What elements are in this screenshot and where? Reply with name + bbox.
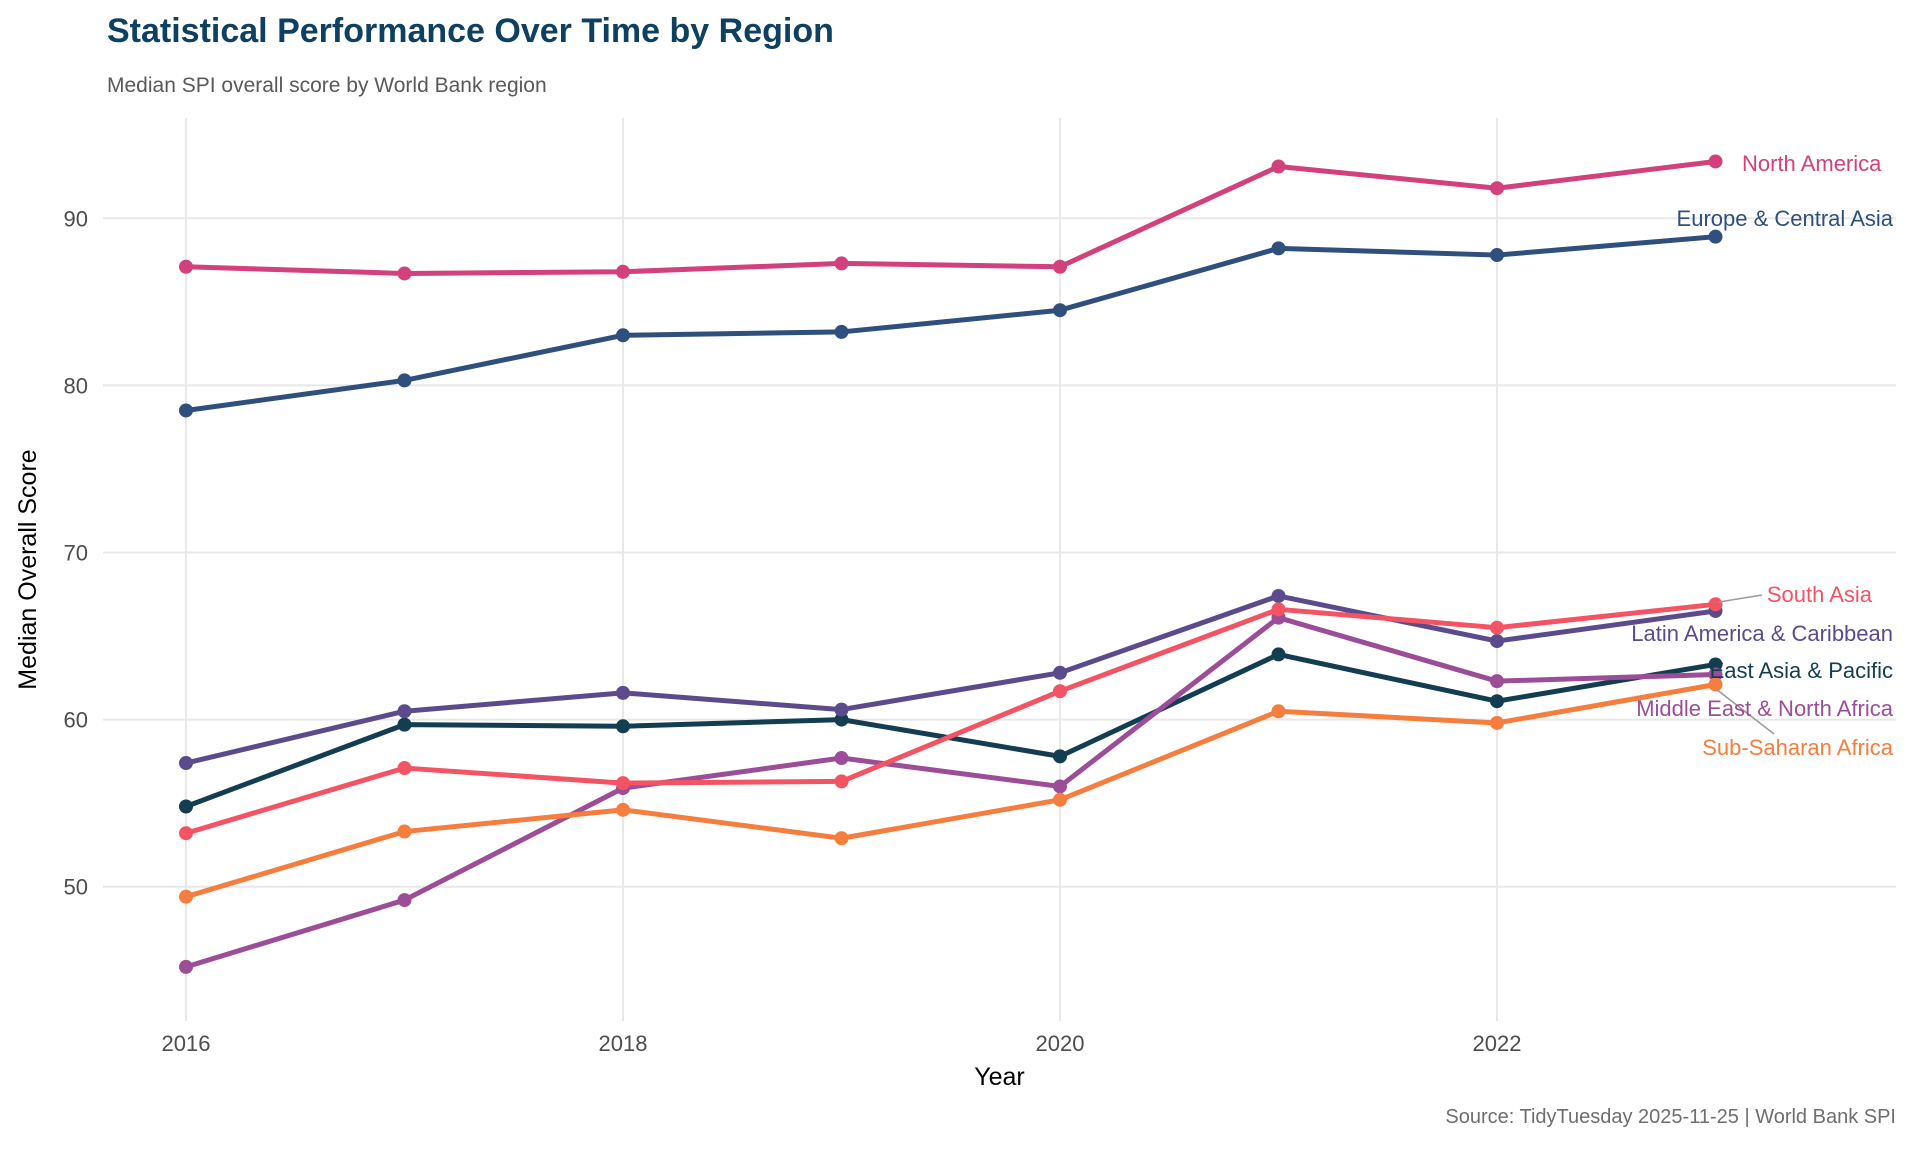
point-latin-america-caribbean-2019 <box>834 702 849 717</box>
point-sub-saharan-africa-2023 <box>1708 677 1723 692</box>
y-tick-label-70: 70 <box>64 541 88 566</box>
point-europe-central-asia-2023 <box>1708 229 1723 244</box>
point-north-america-2021 <box>1271 159 1286 174</box>
leader-line-sub-saharan-africa <box>1715 688 1775 735</box>
series-label-east-asia-pacific: East Asia & Pacific <box>1710 658 1893 683</box>
point-north-america-2019 <box>834 256 849 271</box>
point-latin-america-caribbean-2022 <box>1490 634 1504 649</box>
point-sub-saharan-africa-2022 <box>1490 715 1504 730</box>
point-middle-east-north-africa-2023 <box>1708 667 1723 682</box>
y-axis-title: Median Overall Score <box>14 449 42 689</box>
point-sub-saharan-africa-2021 <box>1271 704 1286 719</box>
line-latin-america-caribbean <box>183 593 1718 766</box>
point-sub-saharan-africa-2019 <box>834 831 849 846</box>
point-middle-east-north-africa-2022 <box>1490 674 1504 689</box>
point-east-asia-pacific-2019 <box>834 712 849 727</box>
point-south-asia-2023 <box>1708 597 1723 612</box>
point-latin-america-caribbean-2016 <box>179 756 193 771</box>
point-latin-america-caribbean-2017 <box>397 704 412 719</box>
point-north-america-2017 <box>397 266 412 281</box>
x-tick-label-2020: 2020 <box>1036 1031 1085 1056</box>
line-europe-central-asia <box>183 234 1718 413</box>
chart-subtitle: Median SPI overall score by World Bank r… <box>107 74 547 97</box>
point-middle-east-north-africa-2017 <box>397 893 412 908</box>
point-south-asia-2022 <box>1490 620 1504 635</box>
point-east-asia-pacific-2020 <box>1053 749 1067 764</box>
x-tick-label-2022: 2022 <box>1473 1031 1522 1056</box>
point-south-asia-2019 <box>834 774 849 789</box>
line-north-america <box>183 158 1718 276</box>
point-east-asia-pacific-2022 <box>1490 694 1504 709</box>
point-north-america-2016 <box>179 259 193 274</box>
point-sub-saharan-africa-2018 <box>616 802 630 817</box>
series-label-europe-central-asia: Europe & Central Asia <box>1677 206 1894 231</box>
series-label-middle-east-north-africa: Middle East & North Africa <box>1636 696 1894 721</box>
point-middle-east-north-africa-2020 <box>1053 779 1067 794</box>
point-south-asia-2021 <box>1271 602 1286 617</box>
point-north-america-2022 <box>1490 181 1504 196</box>
point-east-asia-pacific-2021 <box>1271 647 1286 662</box>
line-south-asia <box>183 601 1718 836</box>
line-middle-east-north-africa <box>183 615 1718 970</box>
series-label-sub-saharan-africa: Sub-Saharan Africa <box>1702 735 1894 760</box>
point-europe-central-asia-2020 <box>1053 303 1067 318</box>
point-europe-central-asia-2018 <box>616 328 630 343</box>
point-europe-central-asia-2017 <box>397 373 412 388</box>
point-north-america-2018 <box>616 264 630 279</box>
y-tick-label-60: 60 <box>64 708 88 733</box>
line-sub-saharan-africa <box>183 682 1718 900</box>
point-europe-central-asia-2019 <box>834 324 849 339</box>
point-europe-central-asia-2022 <box>1490 248 1504 263</box>
series-label-latin-america-caribbean: Latin America & Caribbean <box>1631 621 1893 646</box>
point-sub-saharan-africa-2020 <box>1053 792 1067 807</box>
point-north-america-2023 <box>1708 154 1723 169</box>
x-tick-label-2018: 2018 <box>599 1031 648 1056</box>
y-tick-label-80: 80 <box>64 373 88 398</box>
chart-title: Statistical Performance Over Time by Reg… <box>107 12 834 50</box>
point-east-asia-pacific-2018 <box>616 719 630 734</box>
x-tick-label-2016: 2016 <box>162 1031 211 1056</box>
point-middle-east-north-africa-2019 <box>834 751 849 766</box>
point-latin-america-caribbean-2018 <box>616 685 630 700</box>
point-sub-saharan-africa-2017 <box>397 824 412 839</box>
point-latin-america-caribbean-2020 <box>1053 665 1067 680</box>
series-label-south-asia: South Asia <box>1767 582 1873 607</box>
point-east-asia-pacific-2016 <box>179 799 193 814</box>
point-south-asia-2016 <box>179 826 193 841</box>
point-south-asia-2020 <box>1053 684 1067 699</box>
y-tick-label-90: 90 <box>64 206 88 231</box>
point-east-asia-pacific-2017 <box>397 717 412 732</box>
point-east-asia-pacific-2023 <box>1708 657 1723 672</box>
y-tick-label-50: 50 <box>64 875 88 900</box>
source-caption: Source: TidyTuesday 2025-11-25 | World B… <box>1445 1106 1896 1128</box>
point-latin-america-caribbean-2021 <box>1271 588 1286 603</box>
point-europe-central-asia-2021 <box>1271 241 1286 256</box>
series-label-north-america: North America <box>1742 151 1882 176</box>
point-north-america-2020 <box>1053 259 1067 274</box>
point-south-asia-2018 <box>616 776 630 791</box>
point-sub-saharan-africa-2016 <box>179 889 193 904</box>
point-south-asia-2017 <box>397 761 412 776</box>
point-middle-east-north-africa-2016 <box>179 959 193 974</box>
x-axis-title: Year <box>974 1063 1025 1091</box>
point-europe-central-asia-2016 <box>179 403 193 418</box>
leader-line-south-asia <box>1718 594 1763 603</box>
